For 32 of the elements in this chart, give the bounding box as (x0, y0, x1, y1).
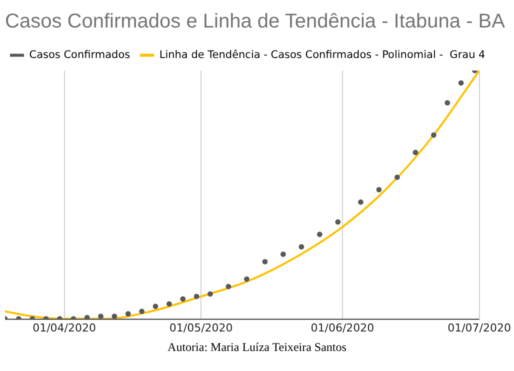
point (226, 284, 232, 290)
point (394, 174, 400, 180)
x-tick-label: 01/05/2020 (169, 321, 233, 334)
point (412, 150, 418, 156)
point (316, 232, 322, 238)
text: Autoria: Maria Luíza Teixeira Santos (166, 340, 348, 355)
point (180, 296, 186, 302)
point (152, 304, 158, 310)
point (194, 294, 200, 300)
chart-title: Casos Confirmados e Linha de Tendência - Itabuna - BA (5, 10, 506, 33)
point (430, 132, 436, 138)
point (139, 308, 145, 314)
point (298, 244, 304, 250)
point (280, 252, 286, 257)
x-tick-label: 01/07/2020 (448, 321, 512, 334)
point (335, 219, 341, 225)
point (166, 301, 172, 307)
x-tick-label: 01/06/2020 (310, 321, 374, 334)
point (358, 199, 364, 205)
point (244, 276, 250, 282)
legend-label: Casos Confirmados (29, 48, 130, 61)
point (208, 291, 213, 297)
point (112, 314, 118, 319)
point (98, 314, 104, 319)
point (444, 100, 450, 106)
point (262, 258, 268, 264)
point (84, 314, 90, 319)
legend-label: Linha de Tendência - Casos Confirmados - Polinomial - Grau 4 (159, 48, 486, 61)
x-tick-label: 01/04/2020 (32, 321, 96, 334)
point (125, 311, 131, 317)
point (458, 80, 464, 86)
point (376, 186, 382, 192)
